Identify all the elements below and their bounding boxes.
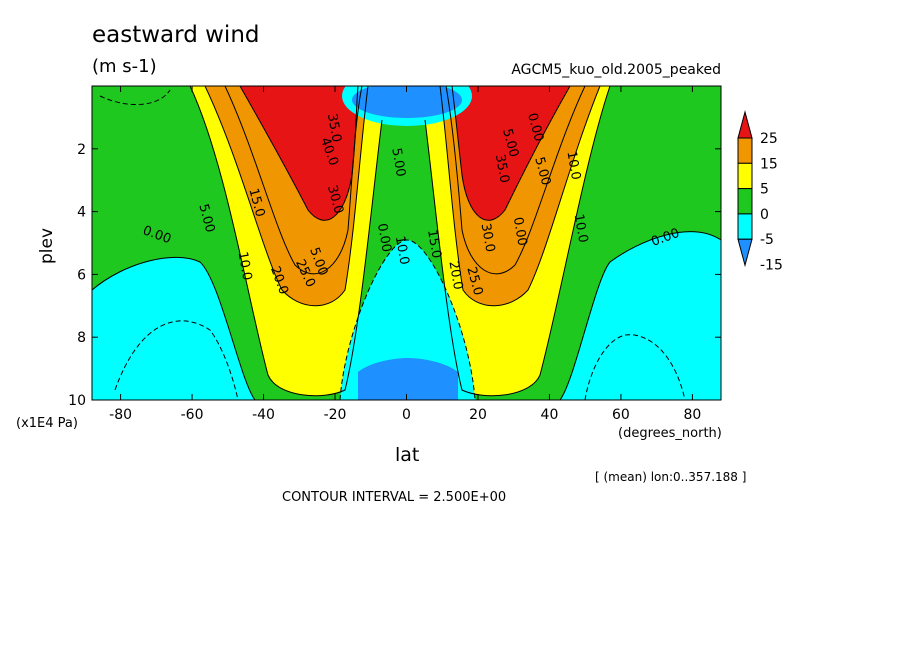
colorbar-swatch [737,213,753,240]
contour-lines [92,86,721,400]
y-tick-label: 10 [68,393,86,409]
y-axis-label: plev [37,227,57,264]
contour-label: 30.0 [324,184,346,216]
contour-label: 15.0 [245,187,267,219]
contour-label: 30.0 [478,222,498,253]
mean-longitude-note: [ (mean) lon:0..357.188 ] [595,470,747,484]
colorbar-swatch [737,188,753,215]
colorbar-label: 25 [760,131,778,147]
y-axis-ticks: 2 4 6 8 10 [68,142,721,409]
colorbar-label: 15 [760,156,778,172]
contour-label: 0.00 [374,222,394,253]
colorbar-label: -5 [760,232,774,248]
contour-label: 0.00 [510,216,530,247]
colorbar: 25 15 5 0 -5 -15 [737,110,783,274]
contour-label: 5.00 [388,147,408,178]
chart-title: eastward wind [92,22,260,48]
colorbar-arrow-top [737,110,753,139]
colorbar-swatch [737,162,753,190]
contour-label: 10.0 [235,251,255,282]
x-axis-ticks: -80 -60 -40 -20 0 20 40 60 80 [109,86,701,423]
colorbar-swatch [737,137,753,164]
x-tick-label: 80 [683,407,701,423]
contour-label: 35.0 [324,112,344,143]
contour-label: 5.00 [531,155,553,187]
x-axis-unit: (degrees_north) [618,426,722,441]
contour-label: 10.0 [392,235,412,266]
contour-label: 5.00 [195,202,217,234]
x-tick-label: 40 [541,407,559,423]
red-jet-south [240,86,358,221]
contour-label: 10.0 [571,213,591,244]
x-tick-label: -80 [109,407,132,423]
contour-label: 0.00 [524,111,546,143]
y-tick-label: 4 [77,205,86,221]
chart-units: (m s-1) [92,56,157,77]
y-tick-label: 8 [77,330,86,346]
x-tick-label: -60 [181,407,204,423]
x-tick-label: 20 [469,407,487,423]
x-tick-label: -40 [252,407,275,423]
easterly-top-core [352,86,462,118]
filled-contours [92,86,721,400]
run-name: AGCM5_kuo_old.2005_peaked [511,62,721,78]
y-tick-label: 2 [77,142,86,158]
contour-label: 25.0 [463,265,485,297]
contour-label: 15.0 [424,229,444,260]
colorbar-arrow-bottom [737,238,753,268]
contour-interval: CONTOUR INTERVAL = 2.500E+00 [282,490,507,505]
x-axis-label: lat [395,444,420,466]
y-axis-unit: (x1E4 Pa) [16,416,78,431]
red-jet-north [452,86,570,221]
easterly-surface-core [358,358,458,400]
x-tick-label: 60 [612,407,630,423]
contour-label: 10.0 [563,150,583,181]
contour-label: 35.0 [492,153,512,184]
colorbar-label: 0 [760,207,769,223]
colorbar-label: 5 [760,182,769,198]
contour-label: 5.00 [499,127,521,159]
colorbar-label: -15 [760,258,783,274]
x-tick-label: 0 [402,407,411,423]
x-tick-label: -20 [324,407,347,423]
contour-label: 20.0 [445,260,465,291]
y-tick-label: 6 [77,267,86,283]
